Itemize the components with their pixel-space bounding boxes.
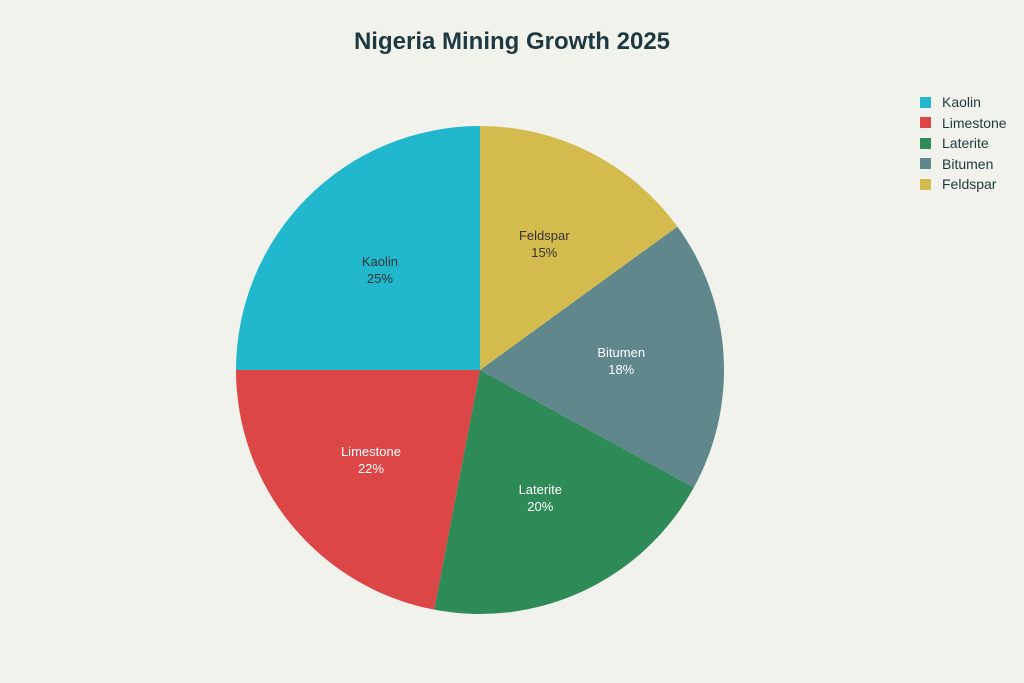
legend-item-limestone[interactable]: Limestone xyxy=(920,113,1007,134)
pie-slice-feldspar xyxy=(480,125,678,370)
legend-label-kaolin: Kaolin xyxy=(942,94,981,111)
pie-slice-laterite xyxy=(434,370,694,614)
legend-swatch-kaolin xyxy=(920,96,931,108)
slice-label-feldspar: Feldspar xyxy=(519,228,570,243)
legend-item-kaolin[interactable]: Kaolin xyxy=(920,92,1007,113)
chart-title: Nigeria Mining Growth 2025 xyxy=(353,28,671,55)
legend-item-bitumen[interactable]: Bitumen xyxy=(920,154,1007,175)
legend-label-laterite: Laterite xyxy=(942,135,989,152)
pie-slice-bitumen xyxy=(480,226,724,488)
slice-label-laterite: Laterite xyxy=(519,482,562,497)
legend-swatch-feldspar xyxy=(920,178,931,190)
legend-swatch-limestone xyxy=(920,117,931,129)
legend-label-feldspar: Feldspar xyxy=(942,176,997,193)
slice-value-kaolin: 25% xyxy=(367,271,393,286)
slice-value-laterite: 20% xyxy=(527,499,553,514)
slice-value-limestone: 22% xyxy=(358,461,384,476)
slice-label-limestone: Limestone xyxy=(341,444,401,459)
legend-label-limestone: Limestone xyxy=(942,114,1007,131)
slice-value-bitumen: 18% xyxy=(608,362,634,377)
legend-swatch-bitumen xyxy=(920,158,931,170)
legend-swatch-laterite xyxy=(920,137,931,149)
legend-item-laterite[interactable]: Laterite xyxy=(920,133,1007,154)
slice-label-bitumen: Bitumen xyxy=(597,345,645,360)
legend: Kaolin Limestone Laterite Bitumen Feldspar xyxy=(920,92,1007,195)
slice-label-kaolin: Kaolin xyxy=(362,254,398,269)
pie-slice-limestone xyxy=(236,370,480,610)
legend-item-feldspar[interactable]: Feldspar xyxy=(920,174,1007,195)
slice-value-feldspar: 15% xyxy=(531,245,557,260)
pie-slice-kaolin xyxy=(236,126,480,370)
legend-label-bitumen: Bitumen xyxy=(942,155,994,172)
